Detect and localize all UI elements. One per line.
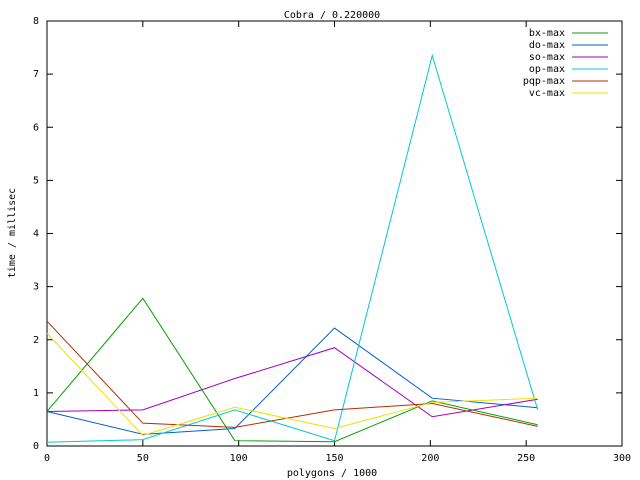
chart-title: Cobra / 0.220000 [284,10,380,21]
x-tick-label: 100 [230,453,248,464]
x-tick-label: 50 [137,453,149,464]
series-line [46,333,538,436]
y-tick-label: 7 [33,69,39,80]
series-line [46,53,539,443]
y-tick-label: 2 [33,335,39,346]
legend-label: bx-max [529,28,565,39]
legend-label: do-max [529,40,565,51]
y-tick-label: 0 [33,441,39,452]
y-tick-label: 6 [33,122,39,133]
x-tick-label: 150 [325,453,343,464]
y-tick-label: 1 [33,388,39,399]
x-tick-label: 200 [421,453,439,464]
series-line [46,297,538,443]
y-tick-label: 8 [33,16,39,27]
series-line [46,320,538,428]
y-tick-label: 5 [33,175,39,186]
x-tick-label: 300 [613,453,631,464]
legend-label: so-max [529,52,565,63]
x-tick-label: 250 [517,453,535,464]
y-axis-label: time / millisec [7,188,18,278]
series-line [46,347,538,418]
x-axis-label: polygons / 1000 [287,468,377,479]
legend-label: pqp-max [523,76,565,87]
x-tick-label: 0 [44,453,50,464]
y-tick-label: 3 [33,282,39,293]
legend-label: vc-max [529,88,565,99]
legend-label: op-max [529,64,565,75]
series-line [46,327,538,435]
y-tick-label: 4 [33,229,39,240]
